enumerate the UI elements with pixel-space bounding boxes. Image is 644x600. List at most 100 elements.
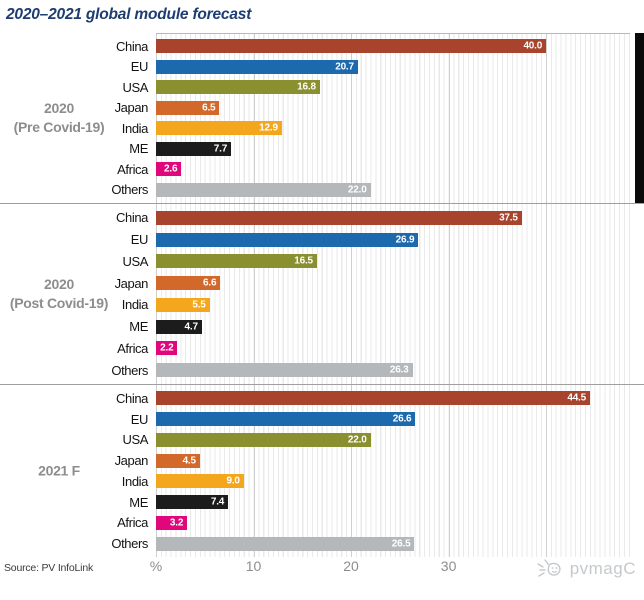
category-label: Japan [114,100,149,116]
bar-africa: 3.2 [156,515,188,530]
bar-track: 22.0 [156,432,630,447]
category-label: EU [130,411,149,427]
category-label: ME [129,494,148,510]
bar-value-label: 4.5 [182,455,197,467]
bar-japan: 6.6 [156,276,221,291]
bar-value-label: 6.6 [203,277,217,289]
watermark-text: pvmagC [569,559,636,578]
bar-track: 22.0 [156,182,630,197]
major-gridline [448,385,450,557]
bar-track: 16.8 [156,80,630,95]
bar-track: 7.4 [156,495,630,510]
bar-track: 12.9 [156,121,630,136]
category-label: India [121,120,149,136]
bar-row: Others 22.0 [0,180,644,201]
bar-row: Africa 3.2 [0,513,644,534]
major-gridline [253,34,255,203]
bar-value-label: 3.2 [169,517,184,529]
bar-usa: 16.5 [156,254,317,269]
bar-value-label: 7.7 [213,143,228,155]
bar-india: 9.0 [156,474,244,489]
bar-me: 7.7 [156,141,232,156]
bar-row: Others 26.5 [0,533,644,554]
group-separator [0,203,644,204]
bar-value-label: 6.5 [202,102,216,114]
major-gridline [546,204,548,384]
group-label-line: 2020 [44,100,74,117]
major-gridline [253,385,255,557]
bar-usa: 16.8 [156,80,320,95]
major-gridline [351,385,353,557]
bar-track: 37.5 [156,210,630,225]
bar-track: 26.9 [156,232,630,247]
bar-row: China 44.5 [0,388,644,409]
bar-value-label: 4.7 [184,321,199,333]
bar-rows: China 40.0 EU 20.7 USA 16.8 Japan 6.5 India 12.9 M… [0,33,644,203]
bar-eu: 20.7 [156,59,358,74]
bar-row: Japan 6.6 [0,272,644,294]
bar-value-label: 12.9 [259,122,278,134]
bar-track: 7.7 [156,141,630,156]
bar-india: 5.5 [156,297,210,312]
category-label: China [116,38,148,54]
bar-track: 26.5 [156,536,630,551]
group-label-line: (Pre Covid-19) [13,119,105,135]
bar-value-label: 9.0 [226,475,240,487]
major-gridline [156,34,157,203]
bar-rows: China 44.5 EU 26.6 USA 22.0 Japan 4.5 India 9.0 ME… [0,385,644,557]
group-label: 2020 (Post Covid-19) [0,275,118,313]
bar-track: 6.6 [156,276,630,291]
group-label: 2021 F [0,462,118,481]
bar-others: 26.5 [156,536,415,551]
group-label: 2020 (Pre Covid-19) [0,99,118,137]
bar-me: 7.4 [156,495,229,510]
bar-others: 26.3 [156,363,413,378]
bar-row: ME 4.7 [0,316,644,338]
category-label: China [116,390,148,406]
bar-eu: 26.9 [156,232,419,247]
bar-row: India 12.9 [0,118,644,139]
major-gridline [546,34,548,203]
bar-value-label: 2.6 [164,163,178,175]
bar-value-label: 37.5 [499,212,518,224]
group-separator [0,384,644,385]
bar-value-label: 40.0 [523,40,543,52]
x-axis-tick-label: 30 [440,558,457,574]
bar-track: 5.5 [156,297,630,312]
bar-value-label: 5.5 [192,299,206,311]
category-label: Japan [114,275,149,291]
bar-track: 20.7 [156,59,630,74]
bar-china: 37.5 [156,210,522,225]
bar-track: 44.5 [156,391,630,406]
bar-row: USA 16.5 [0,251,644,273]
major-gridline [351,34,353,203]
category-label: USA [122,432,148,448]
chart-group-2: 2020 (Post Covid-19) China 37.5 EU 26.9 USA 16.… [0,204,644,384]
bar-track: 16.5 [156,254,630,269]
bar-row: Africa 2.2 [0,338,644,360]
bar-africa: 2.6 [156,162,182,177]
bar-row: Japan 6.5 [0,98,644,119]
bar-china: 40.0 [156,39,547,54]
bar-row: Others 26.3 [0,359,644,381]
major-gridline [351,204,353,384]
bar-row: EU 26.6 [0,409,644,430]
bar-value-label: 22.0 [347,184,367,196]
bar-usa: 22.0 [156,432,371,447]
major-gridline [448,204,450,384]
category-label: China [116,210,148,226]
image-edge-artifact [635,33,644,203]
bar-row: Africa 2.6 [0,159,644,180]
category-label: Others [111,362,148,378]
bar-row: India 9.0 [0,471,644,492]
bar-japan: 4.5 [156,453,200,468]
watermark: pvmagC [536,556,636,582]
bar-row: ME 7.7 [0,139,644,160]
bar-track: 2.6 [156,162,630,177]
bar-row: USA 16.8 [0,77,644,98]
bar-value-label: 2.2 [160,342,174,354]
bar-rows: China 37.5 EU 26.9 USA 16.5 Japan 6.6 India 5.5 ME… [0,204,644,384]
bar-eu: 26.6 [156,412,416,427]
bar-track: 6.5 [156,100,630,115]
category-label: Africa [117,161,148,177]
